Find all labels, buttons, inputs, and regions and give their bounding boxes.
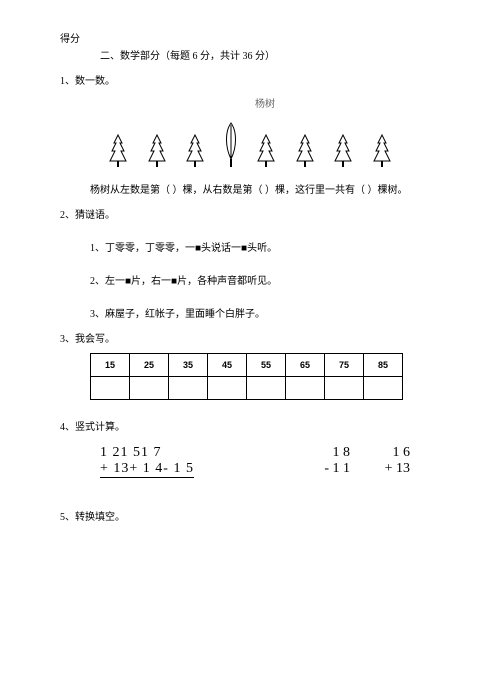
q1-title: 1、数一数。 (60, 72, 440, 87)
table-cell (286, 377, 325, 400)
calc-row: 1 21 51 7 + 13+ 1 4- 1 5 1 8 - 1 1 1 6 +… (100, 445, 410, 478)
q4-title: 4、竖式计算。 (60, 418, 440, 433)
pine-tree-icon (100, 130, 136, 170)
table-cell (130, 377, 169, 400)
table-row: 15 25 35 45 55 65 75 85 (91, 354, 403, 377)
calc-group-2: 1 8 - 1 1 (320, 445, 350, 478)
q2-riddle3: 3、麻屋子，红帐子，里面睡个白胖子。 (90, 305, 440, 320)
calc-line2: + 13+ 1 4- 1 5 (100, 461, 194, 478)
table-cell: 35 (169, 354, 208, 377)
calc-group-1: 1 21 51 7 + 13+ 1 4- 1 5 (100, 445, 194, 478)
table-cell: 45 (208, 354, 247, 377)
calc-bot: - 1 1 (320, 461, 350, 477)
tree-row (60, 120, 440, 173)
pine-tree-icon (139, 130, 175, 170)
table-cell: 65 (286, 354, 325, 377)
pine-tree-icon (248, 130, 284, 170)
q2-riddle1: 1、丁零零，丁零零，一■头说话一■头听。 (90, 239, 440, 254)
table-cell (364, 377, 403, 400)
calc-right: 1 8 - 1 1 1 6 + 13 (320, 445, 410, 478)
table-row (91, 377, 403, 400)
table-cell: 55 (247, 354, 286, 377)
table-cell (169, 377, 208, 400)
table-cell (247, 377, 286, 400)
calc-top: 1 6 (380, 445, 410, 461)
q2-title: 2、猜谜语。 (60, 206, 440, 221)
table-cell: 25 (130, 354, 169, 377)
table-cell: 15 (91, 354, 130, 377)
pine-tree-icon (325, 130, 361, 170)
table-cell: 85 (364, 354, 403, 377)
table-cell (208, 377, 247, 400)
pine-tree-icon (177, 130, 213, 170)
pine-tree-icon (364, 130, 400, 170)
calc-top: 1 8 (320, 445, 350, 461)
table-cell: 75 (325, 354, 364, 377)
score-label: 得分 (60, 30, 440, 45)
poplar-label: 杨树 (90, 95, 440, 110)
section-title: 二、数学部分（每题 6 分，共计 36 分） (100, 47, 440, 62)
calc-bot: + 13 (380, 461, 410, 477)
table-cell (325, 377, 364, 400)
calc-line1: 1 21 51 7 (100, 445, 194, 461)
q2-riddle2: 2、左一■片，右一■片，各种声音都听见。 (90, 272, 440, 287)
q3-title: 3、我会写。 (60, 330, 440, 345)
poplar-tree-icon (216, 120, 246, 170)
calc-group-3: 1 6 + 13 (380, 445, 410, 478)
q1-caption: 杨树从左数是第（ ）棵，从右数是第（ ）棵，这行里一共有（ ）棵树。 (90, 181, 440, 196)
number-table: 15 25 35 45 55 65 75 85 (90, 353, 403, 400)
q5-title: 5、转换填空。 (60, 508, 440, 523)
pine-tree-icon (287, 130, 323, 170)
table-cell (91, 377, 130, 400)
